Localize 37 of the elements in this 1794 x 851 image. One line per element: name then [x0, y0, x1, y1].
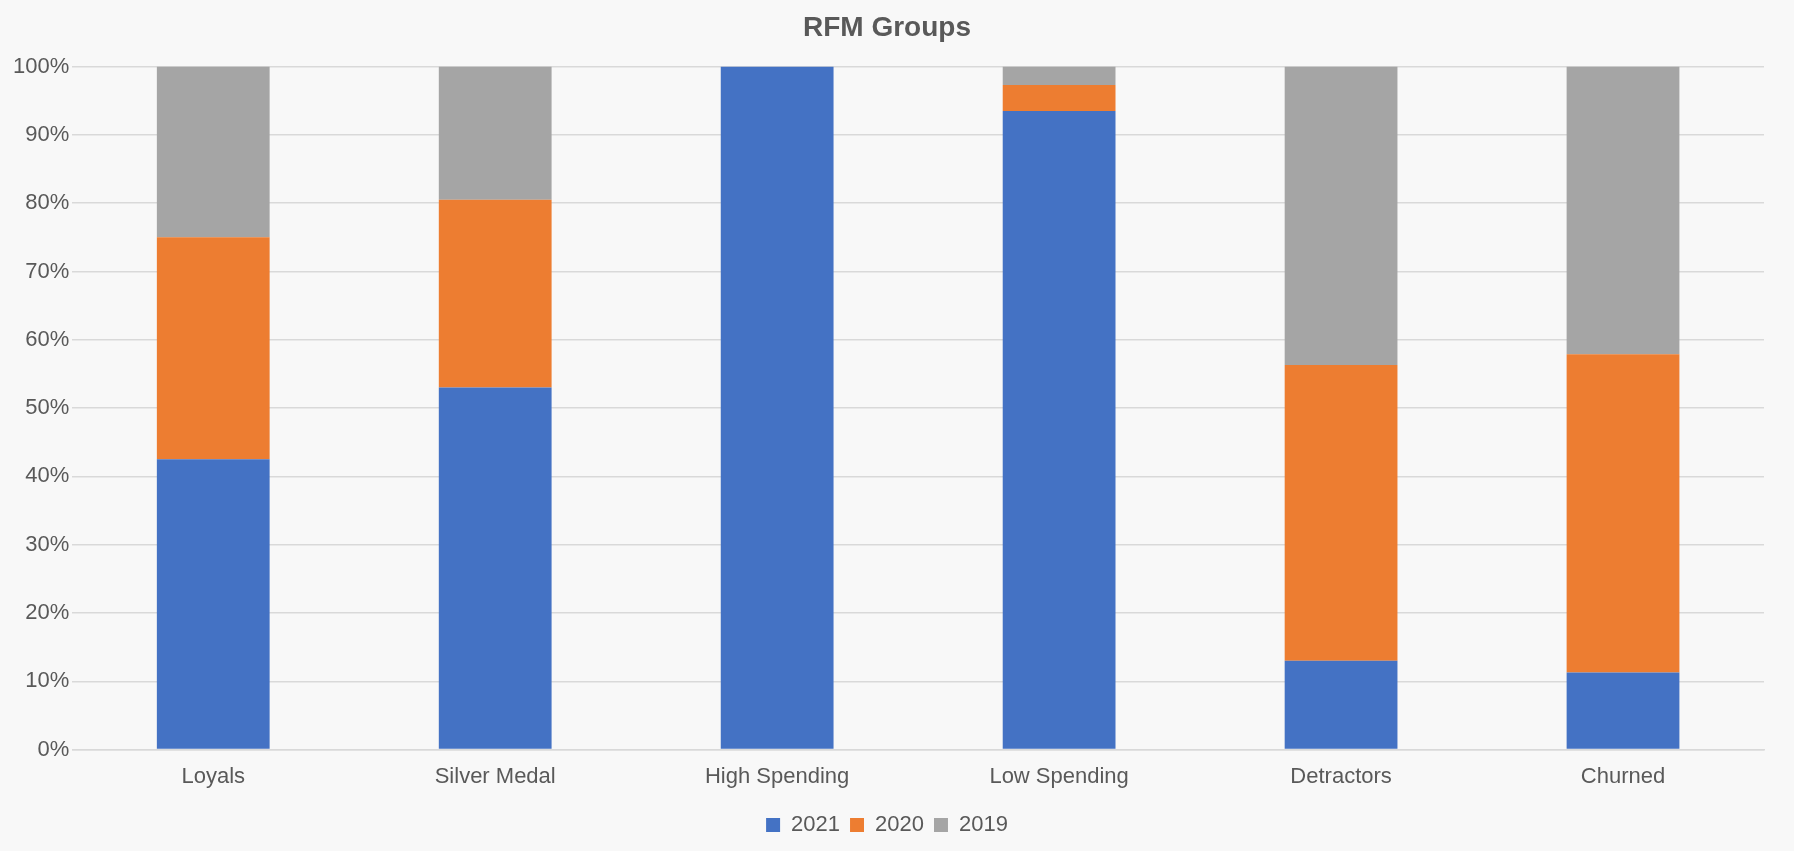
bar: [1566, 672, 1680, 749]
bar: [1002, 66, 1116, 86]
bar: [1002, 85, 1116, 111]
bar: [1284, 66, 1398, 366]
y-tick-label: 20%: [25, 599, 70, 625]
bar: [156, 459, 270, 749]
x-tick-label: Silver Medal: [434, 762, 556, 788]
chart-title: RFM Groups: [803, 10, 971, 42]
y-tick-label: 90%: [25, 120, 70, 146]
y-tick-label: 30%: [25, 530, 70, 556]
bar: [720, 66, 834, 749]
y-tick-label: 100%: [12, 52, 70, 78]
y-tick-label: 40%: [25, 462, 70, 488]
x-tick-label: Detractors: [1290, 762, 1392, 788]
bar: [156, 237, 270, 460]
y-tick-label: 10%: [25, 667, 70, 693]
bar: [438, 199, 552, 388]
y-tick-label: 60%: [25, 325, 70, 351]
bar: [1284, 660, 1398, 749]
x-tick-label: Churned: [1580, 762, 1666, 788]
y-tick-label: 0%: [37, 735, 70, 761]
legend-label: 2019: [958, 811, 1008, 837]
bar: [438, 387, 552, 749]
y-tick-label: 70%: [25, 257, 70, 283]
bar: [438, 66, 552, 200]
y-tick-label: 50%: [25, 394, 70, 420]
x-tick-label: Loyals: [181, 762, 246, 788]
legend-label: 2020: [875, 811, 924, 837]
bar: [156, 66, 270, 238]
x-tick-label: Low Spending: [989, 762, 1129, 788]
bar: [1566, 66, 1680, 355]
bar: [1284, 365, 1398, 661]
legend-label: 2021: [791, 811, 841, 837]
y-tick-label: 80%: [25, 189, 70, 215]
bar: [1002, 111, 1116, 749]
bar: [1566, 354, 1680, 673]
x-tick-label: High Spending: [704, 762, 850, 788]
